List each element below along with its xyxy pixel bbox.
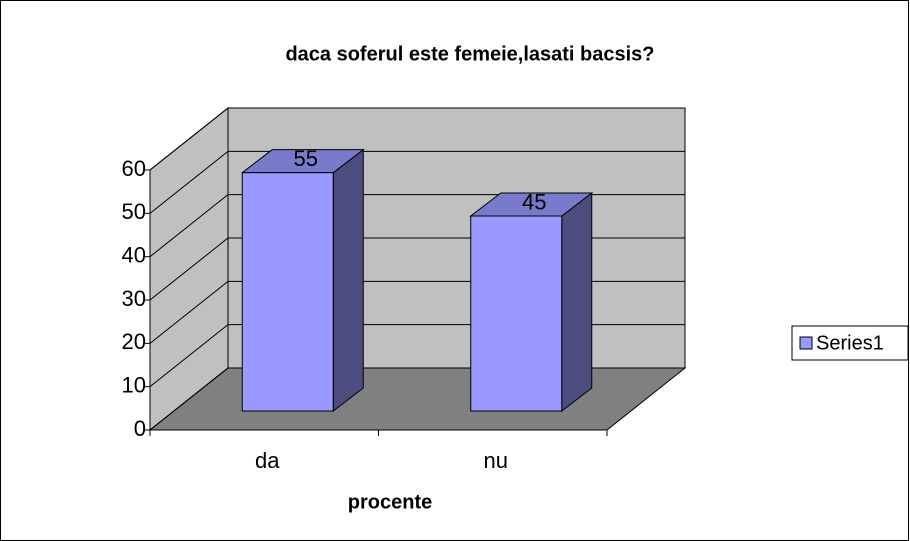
floor bbox=[148, 367, 687, 431]
grid-line bbox=[149, 107, 685, 171]
x-tick-label: nu bbox=[484, 448, 508, 473]
bar bbox=[470, 215, 563, 412]
value-label: 45 bbox=[522, 189, 546, 214]
y-tick-label: 0 bbox=[134, 416, 146, 441]
y-tick-label: 20 bbox=[122, 329, 146, 354]
value-label: 55 bbox=[294, 146, 318, 171]
x-tick-label: da bbox=[255, 448, 280, 473]
y-tick-label: 60 bbox=[122, 156, 146, 181]
legend-swatch bbox=[799, 336, 813, 350]
bar-side bbox=[332, 148, 364, 413]
bar bbox=[241, 172, 334, 412]
y-tick-label: 30 bbox=[122, 286, 146, 311]
y-tick-label: 40 bbox=[122, 242, 146, 267]
bar-side bbox=[561, 191, 593, 413]
x-axis-label: procente bbox=[348, 491, 432, 513]
y-tick-label: 50 bbox=[122, 199, 146, 224]
grid-line bbox=[149, 150, 685, 214]
legend-label: Series1 bbox=[816, 332, 884, 354]
y-tick-label: 10 bbox=[122, 372, 146, 397]
plot-area: 0 10 20 30 40 50 60 da 55 nu 45 bbox=[122, 106, 687, 473]
chart-title: daca soferul este femeie,lasati bacsis? bbox=[285, 43, 654, 65]
